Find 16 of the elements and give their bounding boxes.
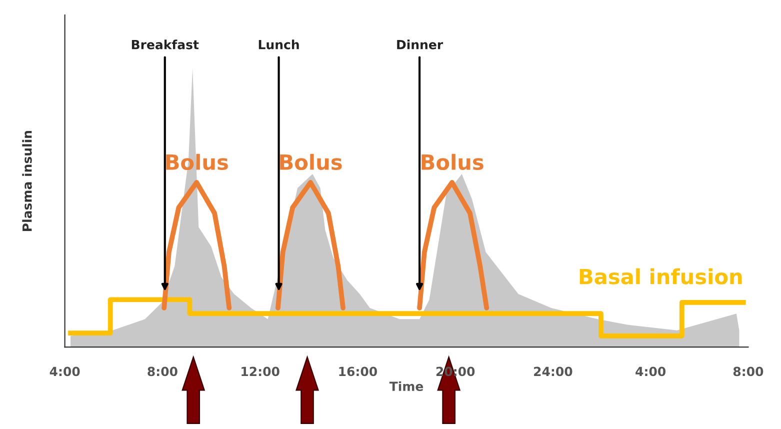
annotation: Breakfast <box>132 40 199 50</box>
x-tick-label: 8:00 <box>733 366 764 376</box>
x-tick-label: 8:00 <box>148 366 178 376</box>
series-label: Bolus <box>166 154 228 170</box>
x-tick-label: 4:00 <box>636 366 666 376</box>
x-axis-title: Time <box>389 381 424 392</box>
x-tick-label: 24:00 <box>534 366 572 376</box>
x-tick-label: 4:00 <box>50 366 80 376</box>
y-axis-title: Plasma insulin <box>22 130 32 231</box>
series-label: Basal infusion <box>580 268 742 284</box>
x-tick-label: 16:00 <box>339 366 377 376</box>
annotation: Lunch <box>258 40 299 50</box>
x-tick-label: 12:00 <box>242 366 280 376</box>
series-label: Bolus <box>280 154 342 170</box>
series-label: Bolus <box>422 154 484 170</box>
annotation: Dinner <box>397 40 444 50</box>
